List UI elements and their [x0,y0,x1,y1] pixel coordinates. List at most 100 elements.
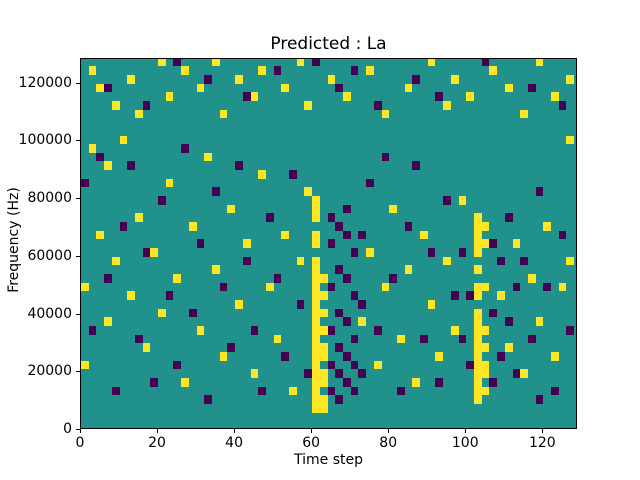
heatmap-cell [312,274,320,283]
heatmap-cell [473,291,482,301]
heatmap-cell [312,300,320,309]
heatmap-cell [258,66,266,75]
heatmap-cell [104,83,112,93]
y-tick-label: 60000 [27,247,72,264]
heatmap-cell [389,204,397,214]
heatmap-cell [481,326,490,335]
heatmap-cell [481,386,490,396]
heatmap-cell [342,378,351,387]
heatmap-cell [96,152,105,162]
heatmap-cell [535,317,544,327]
heatmap-cell [81,282,89,292]
x-tick-label: 80 [379,435,398,451]
heatmap-cell [319,352,328,361]
heatmap-cell [489,239,498,249]
heatmap-cell [165,92,174,101]
heatmap-cell [96,83,105,93]
heatmap-cell [111,386,120,396]
heatmap-cell [443,196,451,205]
heatmap-cell [535,187,544,197]
heatmap-cell [373,100,382,110]
heatmap-cell [111,256,120,266]
heatmap-cell [443,256,451,266]
heatmap-cell [473,248,482,257]
heatmap-cell [512,369,521,379]
heatmap-cell [527,274,536,283]
heatmap-cell [350,360,359,370]
heatmap-cell [566,256,575,266]
heatmap-cell [219,352,228,361]
heatmap-cell [312,326,320,335]
heatmap-cell [335,369,343,379]
heatmap-cell [504,317,513,327]
heatmap-cell [350,386,359,396]
heatmap-cell [127,74,135,84]
y-tick-label: 80000 [27,190,72,207]
heatmap-cell [289,386,297,396]
heatmap-cell [196,83,205,93]
heatmap-cell [481,369,490,379]
heatmap-cell [219,282,228,292]
heatmap-cell [327,74,336,84]
heatmap-cell [435,378,444,387]
heatmap-cell [489,378,498,387]
heatmap-cell [104,317,112,327]
heatmap-cell [219,109,228,119]
heatmap-cell [296,59,305,67]
heatmap-cell [158,308,166,318]
y-tick-label: 20000 [27,363,72,380]
heatmap-cell [104,274,112,283]
heatmap-cell [396,386,405,396]
y-tick-label: 40000 [27,305,72,322]
heatmap-cell [481,343,490,353]
heatmap-cell [88,326,97,335]
heatmap-cell [527,334,536,344]
heatmap-cell [211,187,220,197]
heatmap-cell [535,395,544,404]
heatmap-cell [273,334,282,344]
x-tick-mark [80,429,81,433]
heatmap-cell [250,326,259,335]
heatmap-cell [327,360,336,370]
y-tick-label: 100000 [18,132,72,149]
heatmap-cell [551,352,559,361]
heatmap-cell [373,326,382,335]
heatmap-cell [188,222,197,231]
y-tick-label: 120000 [18,74,72,91]
heatmap-cell [319,291,328,301]
heatmap-cell [473,334,482,344]
heatmap-cell [381,152,390,162]
heatmap-cell [242,239,251,249]
heatmap-cell [158,59,166,67]
heatmap-cell [504,343,513,353]
heatmap-cell [111,100,120,110]
y-tick-mark [76,313,80,315]
heatmap-cell [350,334,359,344]
chart-title: Predicted : La [270,34,387,54]
heatmap-cell [265,282,274,292]
heatmap-cell [181,144,189,153]
heatmap-cell [481,59,490,67]
heatmap-cell [319,326,328,335]
heatmap-cell [304,187,313,197]
heatmap-cell [558,282,567,292]
heatmap-cell [134,213,143,223]
heatmap-cell [181,66,189,75]
heatmap-cell [127,291,135,301]
heatmap-cell [551,386,559,396]
heatmap-cell [289,170,297,179]
x-tick-label: 120 [528,435,556,451]
heatmap-cell [196,239,205,249]
heatmap-cell [312,317,320,327]
heatmap-cell [173,59,182,67]
heatmap-cell [327,239,336,249]
heatmap-cell [204,395,212,404]
heatmap-cell [158,196,166,205]
heatmap-cell [458,334,467,344]
heatmap-cell [119,135,128,145]
heatmap-cell [489,66,498,75]
heatmap-cell [312,291,320,301]
heatmap-cell [420,334,428,344]
heatmap-cell [319,343,328,353]
